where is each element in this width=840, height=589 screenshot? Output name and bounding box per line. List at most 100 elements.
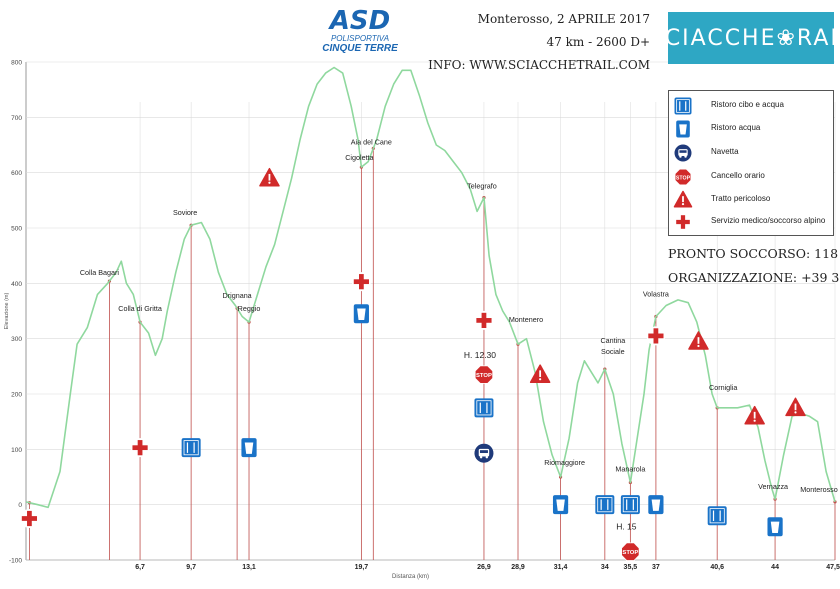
y-tick-label: 0 bbox=[18, 502, 22, 509]
shuttle-icon bbox=[474, 443, 494, 463]
bus-window bbox=[679, 150, 687, 153]
y-tick-label: 300 bbox=[11, 336, 22, 343]
waypoint-markers bbox=[27, 146, 837, 560]
legend-item-water: Ristoro acqua bbox=[669, 119, 833, 139]
legend-label: Tratto pericoloso bbox=[711, 194, 771, 203]
water-icon bbox=[676, 120, 690, 138]
y-tick-label: -100 bbox=[9, 558, 22, 565]
medical-icon bbox=[674, 213, 692, 231]
place-label: Soviore bbox=[173, 208, 197, 217]
warning-icon bbox=[673, 190, 693, 208]
warning-icon bbox=[259, 167, 280, 187]
warning-icon bbox=[529, 364, 551, 383]
glass bbox=[556, 499, 565, 511]
place-label: Corniglia bbox=[709, 383, 737, 392]
cross-h bbox=[648, 333, 664, 339]
organizzazione-text: ORGANIZZAZIONE: +39 366 5408974 bbox=[668, 270, 840, 285]
glass bbox=[651, 499, 661, 511]
octagon bbox=[474, 365, 494, 384]
place-label: Cantina Sociale bbox=[600, 336, 625, 356]
food-water-icon bbox=[674, 97, 692, 115]
x-tick-label: 6,7 bbox=[135, 564, 145, 571]
medical-icon bbox=[351, 272, 371, 292]
water-icon bbox=[648, 495, 664, 515]
fork bbox=[679, 101, 681, 111]
place-label: Reggio bbox=[238, 304, 261, 313]
water-icon bbox=[552, 495, 569, 515]
place-label: Riomaggiore bbox=[544, 458, 585, 467]
x-axis-label: Distanza (km) bbox=[392, 574, 429, 580]
icon-frame bbox=[476, 400, 492, 416]
x-tick-label: 37 bbox=[652, 564, 660, 571]
octagon bbox=[674, 168, 692, 186]
cross-h bbox=[676, 219, 690, 225]
glass bbox=[357, 308, 366, 320]
water-icon bbox=[241, 438, 257, 458]
fork bbox=[712, 510, 715, 521]
stop-text: STOP bbox=[676, 175, 691, 181]
icon-frame bbox=[676, 99, 690, 113]
bang-dot bbox=[268, 181, 271, 184]
icon-bg bbox=[707, 506, 727, 526]
logo-polisportiva-text: POLISPORTIVA bbox=[330, 34, 390, 43]
x-tick-label: 13,1 bbox=[242, 564, 256, 571]
time-gate-label: H. 15 bbox=[616, 522, 637, 532]
bus-wheel bbox=[679, 155, 682, 158]
knife bbox=[632, 499, 634, 510]
bang bbox=[268, 173, 271, 181]
legend-label: Cancello orario bbox=[711, 171, 765, 180]
y-tick-label: 600 bbox=[11, 170, 22, 177]
x-tick-label: 19,7 bbox=[355, 564, 369, 571]
warning-icon bbox=[785, 397, 806, 417]
knife bbox=[193, 442, 195, 453]
legend-label: Servizio medico/soccorso alpino bbox=[711, 216, 826, 225]
y-tick-label: 200 bbox=[11, 392, 22, 399]
legend-item-time-gate: STOP Cancello orario bbox=[669, 167, 833, 187]
place-label: Volastra bbox=[643, 290, 669, 299]
y-axis-label: Elevazione (m) bbox=[4, 292, 10, 329]
stop-icon: STOP bbox=[621, 542, 640, 561]
glass bbox=[679, 124, 687, 135]
food-water-icon bbox=[181, 438, 201, 458]
bang-dot bbox=[681, 202, 685, 206]
icon-frame bbox=[622, 497, 638, 513]
cross-h bbox=[353, 279, 369, 285]
x-tick-label: 40,6 bbox=[710, 564, 724, 571]
knife bbox=[719, 510, 721, 521]
distance-line: 47 km - 2600 D+ bbox=[546, 35, 650, 49]
place-label: Aia del Cane bbox=[351, 137, 392, 146]
knife bbox=[486, 402, 488, 414]
x-tick-label: 31,4 bbox=[554, 564, 568, 571]
x-tick-label: 26,9 bbox=[477, 564, 491, 571]
place-label: Cigoletta bbox=[345, 153, 373, 162]
shuttle-icon bbox=[674, 144, 692, 162]
medical-icon bbox=[474, 310, 494, 330]
legend-item-shuttle: Navetta bbox=[669, 143, 833, 163]
y-tick-label: 100 bbox=[11, 447, 22, 454]
medical-icon bbox=[646, 326, 666, 346]
icon-bg bbox=[181, 438, 201, 458]
stop-text: STOP bbox=[622, 550, 638, 556]
place-label: Manarola bbox=[615, 465, 645, 474]
cross-h bbox=[476, 318, 492, 323]
x-tick-label: 34 bbox=[601, 564, 609, 571]
logo-cinque-terre-text: CINQUE TERRE bbox=[322, 43, 398, 54]
legend: Ristoro cibo e acqua Ristoro acqua Navet… bbox=[668, 90, 834, 236]
bus-wheel bbox=[684, 155, 687, 158]
info-link[interactable]: INFO: WWW.SCIACCHETRAIL.COM bbox=[428, 58, 650, 72]
legend-label: Ristoro cibo e acqua bbox=[711, 100, 784, 109]
bus-wheel bbox=[485, 455, 489, 459]
medical-icon bbox=[130, 438, 150, 458]
bang-dot bbox=[753, 419, 756, 422]
y-tick-label: 700 bbox=[11, 115, 22, 122]
cross-h bbox=[21, 516, 38, 521]
stop-icon: STOP bbox=[474, 365, 494, 384]
food-water-icon bbox=[620, 495, 640, 515]
bang-dot bbox=[539, 378, 542, 381]
x-tick-label: 35,5 bbox=[624, 564, 638, 571]
fork bbox=[479, 402, 481, 414]
event-line: Monterosso, 2 APRILE 2017 bbox=[477, 12, 650, 26]
medical-icon bbox=[19, 509, 39, 528]
icon-bg bbox=[674, 97, 692, 115]
